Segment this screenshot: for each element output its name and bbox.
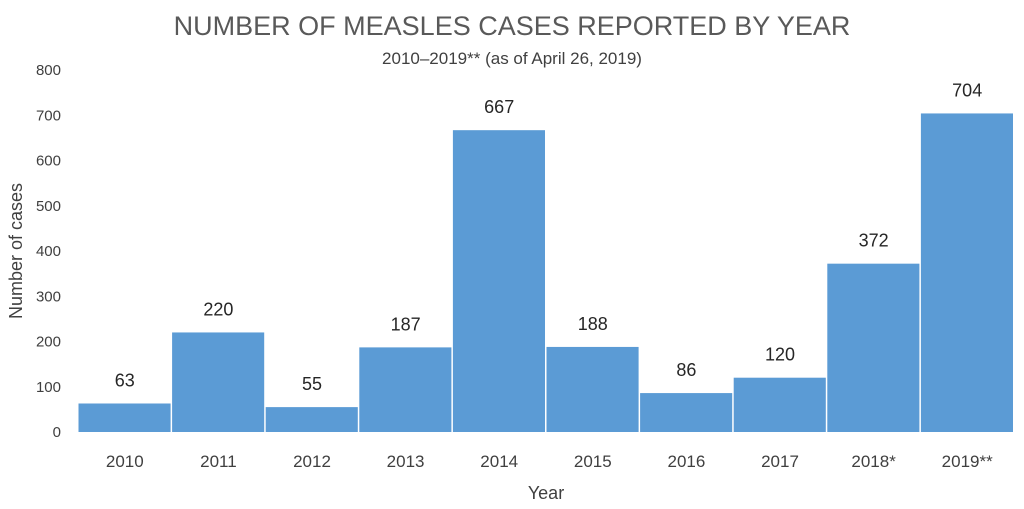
y-axis-ticks: 0 100 200 300 400 500 600 700 800 bbox=[36, 62, 61, 441]
x-tick-label: 2016 bbox=[667, 452, 705, 471]
x-axis-label: Year bbox=[528, 483, 564, 503]
data-labels-group: 63 220 55 187 667 188 86 120 372 704 bbox=[115, 80, 982, 394]
data-label: 63 bbox=[115, 370, 135, 390]
x-tick-label: 2015 bbox=[574, 452, 612, 471]
x-tick-label: 2012 bbox=[293, 452, 331, 471]
bar-2011 bbox=[172, 332, 265, 432]
x-tick-label: 2014 bbox=[480, 452, 518, 471]
bar-2014 bbox=[452, 130, 545, 432]
x-tick-label: 2013 bbox=[387, 452, 425, 471]
bar-2012 bbox=[265, 407, 358, 432]
x-tick-label: 2010 bbox=[106, 452, 144, 471]
bar-2013 bbox=[359, 347, 452, 432]
x-axis-ticks: 2010 2011 2012 2013 2014 2015 2016 2017 2018* 201… bbox=[106, 452, 993, 471]
y-tick-label: 800 bbox=[36, 62, 61, 79]
y-tick-label: 100 bbox=[36, 379, 61, 396]
bars-group bbox=[78, 113, 1013, 432]
y-axis-label: Number of cases bbox=[6, 183, 26, 319]
data-label: 372 bbox=[859, 231, 889, 251]
bar-2019 bbox=[920, 113, 1013, 432]
y-tick-label: 600 bbox=[36, 153, 61, 170]
data-label: 188 bbox=[578, 314, 608, 334]
x-tick-label: 2011 bbox=[200, 452, 237, 471]
data-label: 220 bbox=[203, 299, 233, 319]
bar-2018 bbox=[827, 263, 920, 432]
y-tick-label: 0 bbox=[53, 424, 61, 441]
chart-title: NUMBER OF MEASLES CASES REPORTED BY YEAR bbox=[174, 11, 851, 41]
bar-2016 bbox=[640, 393, 733, 432]
x-tick-label: 2019** bbox=[942, 452, 993, 471]
bar-2010 bbox=[78, 403, 171, 432]
chart-subtitle: 2010–2019** (as of April 26, 2019) bbox=[382, 49, 642, 68]
data-label: 120 bbox=[765, 345, 795, 365]
data-label: 667 bbox=[484, 97, 514, 117]
y-tick-label: 300 bbox=[36, 288, 61, 305]
y-tick-label: 700 bbox=[36, 107, 61, 124]
data-label: 86 bbox=[676, 360, 696, 380]
data-label: 187 bbox=[391, 314, 421, 334]
data-label: 704 bbox=[952, 80, 982, 100]
bar-2017 bbox=[733, 377, 826, 432]
bar-2015 bbox=[546, 346, 639, 432]
y-tick-label: 500 bbox=[36, 198, 61, 215]
x-tick-label: 2017 bbox=[761, 452, 799, 471]
y-tick-label: 400 bbox=[36, 243, 61, 260]
y-tick-label: 200 bbox=[36, 334, 61, 351]
data-label: 55 bbox=[302, 374, 322, 394]
x-tick-label: 2018* bbox=[851, 452, 896, 471]
